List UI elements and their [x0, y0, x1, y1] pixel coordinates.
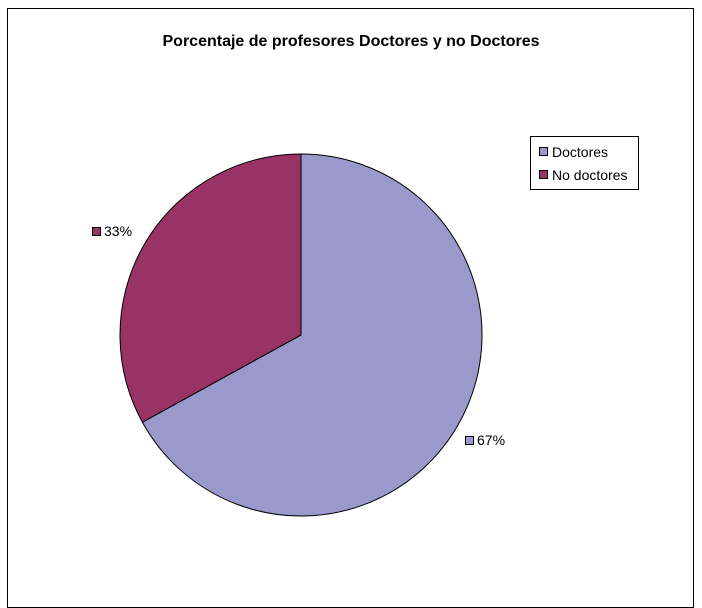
legend-label-no-doctores: No doctores — [552, 166, 628, 183]
legend-item-doctores: Doctores — [539, 140, 638, 163]
chart-title: Porcentaje de profesores Doctores y no D… — [162, 33, 540, 50]
pie-slice-no-doctores — [119, 153, 302, 423]
legend-label-doctores: Doctores — [552, 143, 609, 160]
pie-slice-doctores — [141, 153, 483, 517]
legend-item-no-doctores: No doctores — [539, 163, 638, 186]
data-label-text-no-doctores: 33% — [104, 223, 133, 239]
data-label-swatch-doctores — [465, 435, 474, 445]
data-label-doctores: 67% — [465, 432, 505, 448]
data-label-text-doctores: 67% — [477, 432, 506, 448]
legend-swatch-no-doctores — [539, 170, 548, 179]
legend: Doctores No doctores — [530, 136, 639, 190]
data-label-no-doctores: 33% — [92, 223, 132, 239]
data-label-swatch-no-doctores — [92, 226, 101, 236]
legend-swatch-doctores — [539, 147, 548, 156]
